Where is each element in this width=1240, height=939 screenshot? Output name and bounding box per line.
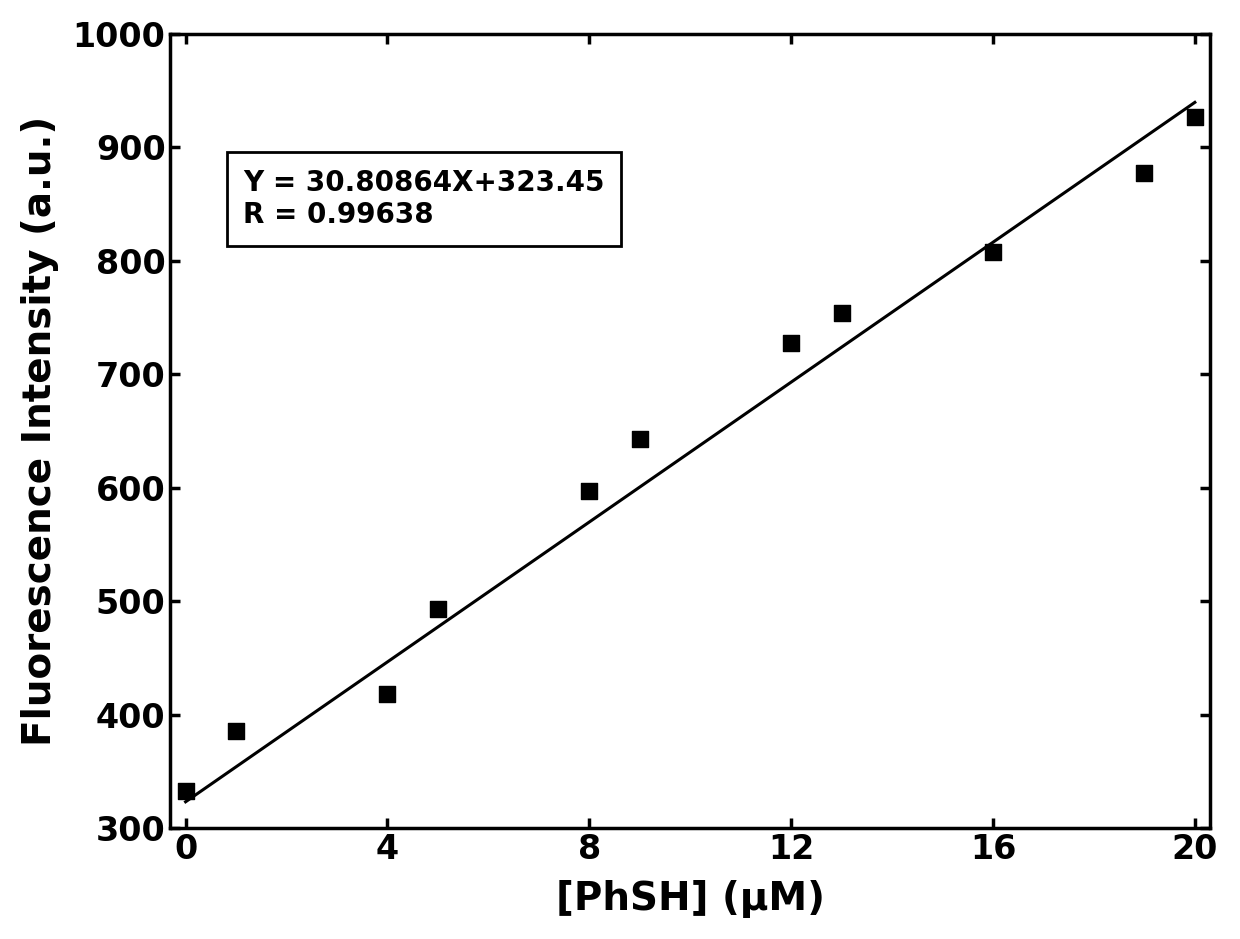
Point bbox=[1185, 109, 1205, 124]
Text: Y = 30.80864X+323.45
R = 0.99638: Y = 30.80864X+323.45 R = 0.99638 bbox=[243, 169, 605, 229]
Point bbox=[377, 687, 397, 702]
Point bbox=[579, 484, 599, 499]
Point bbox=[781, 335, 801, 350]
Point bbox=[630, 432, 650, 447]
Y-axis label: Fluorescence Intensity (a.u.): Fluorescence Intensity (a.u.) bbox=[21, 116, 58, 747]
Point bbox=[226, 723, 246, 738]
Point bbox=[1135, 166, 1154, 181]
Point bbox=[176, 783, 196, 798]
X-axis label: [PhSH] (μM): [PhSH] (μM) bbox=[556, 880, 825, 918]
Point bbox=[832, 305, 852, 320]
Point bbox=[983, 244, 1003, 259]
Point bbox=[428, 602, 448, 617]
